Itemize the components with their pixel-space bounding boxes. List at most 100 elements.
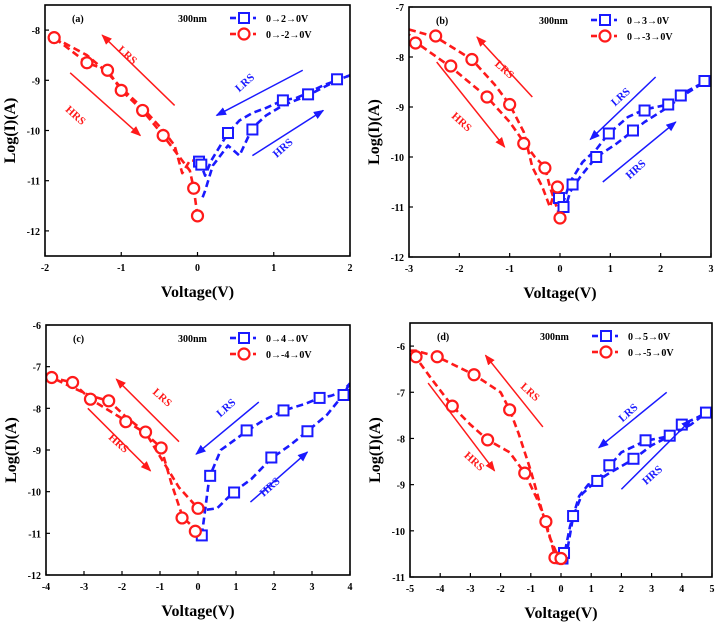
- legend-square-marker: [238, 12, 250, 24]
- direction-arrow-red: [427, 382, 496, 472]
- data-point-square: [302, 88, 315, 101]
- y-tick-label: -8: [396, 53, 404, 64]
- x-axis-label: Voltage(V): [161, 284, 234, 301]
- data-point-circle: [156, 128, 170, 143]
- series-line-blue: [562, 409, 712, 560]
- data-point-circle: [65, 375, 80, 390]
- data-point-circle: [554, 551, 568, 566]
- data-point-square: [331, 73, 344, 86]
- data-point-circle: [444, 59, 458, 73]
- data-point-circle: [187, 181, 201, 195]
- data-point-circle: [503, 97, 517, 112]
- data-point-circle: [102, 394, 116, 408]
- direction-arrow-blue: [620, 419, 692, 490]
- x-tick-label: 4: [679, 584, 684, 595]
- data-point-circle: [503, 403, 517, 417]
- data-point-circle: [119, 415, 133, 429]
- legend-square-marker: [599, 14, 611, 26]
- y-tick-label: -10: [391, 153, 404, 164]
- x-tick-label: 2: [348, 263, 353, 274]
- legend-circle-marker: [598, 29, 612, 43]
- data-point-square: [639, 434, 652, 447]
- legend-entry-blue: 0→5→0V: [592, 330, 671, 343]
- thickness-label: 300nm: [540, 332, 570, 343]
- annotation-hrs: HRS: [106, 432, 131, 456]
- direction-arrow-blue: [195, 401, 260, 455]
- direction-arrow-red: [87, 407, 152, 472]
- data-point-square: [602, 127, 615, 140]
- legend-label: 0→-5→0V: [628, 348, 674, 359]
- direction-arrow-blue: [215, 69, 304, 117]
- legend-square-marker: [238, 332, 250, 344]
- data-point-square: [265, 451, 278, 464]
- y-tick-label: -12: [391, 253, 404, 264]
- data-point-circle: [465, 52, 479, 67]
- x-tick-label: -4: [42, 582, 50, 593]
- direction-arrow-red: [69, 72, 142, 137]
- plot-frame: [409, 322, 713, 578]
- plot-area: [47, 31, 350, 223]
- x-tick-label: 1: [271, 263, 276, 274]
- plot-area: [46, 370, 350, 542]
- data-point-square: [626, 124, 639, 137]
- x-tick-label: 3: [709, 264, 714, 275]
- data-point-circle: [138, 425, 153, 439]
- x-tick-label: -2: [118, 582, 126, 593]
- y-tick-label: -12: [27, 227, 40, 238]
- x-tick-label: 3: [649, 584, 654, 595]
- direction-arrow-blue: [597, 391, 668, 449]
- data-point-square: [627, 452, 640, 465]
- direction-arrow-red: [101, 34, 176, 106]
- legend-entry-blue: 0→4→0V: [230, 332, 309, 345]
- annotation-lrs: LRS: [492, 58, 516, 81]
- data-point-square: [699, 406, 712, 419]
- data-point-square: [662, 98, 675, 111]
- thickness-label: 300nm: [539, 16, 569, 27]
- x-tick-label: -2: [496, 584, 504, 595]
- legend-entry-red: 0→-4→0V: [230, 347, 312, 361]
- direction-arrow-red: [484, 354, 544, 428]
- series-line-red: [53, 36, 199, 217]
- y-axis-label: Log(I)(A): [367, 417, 384, 483]
- series-line-red: [46, 373, 199, 533]
- panel-label: (d): [437, 332, 449, 343]
- legend-entry-blue: 0→3→0V: [591, 14, 670, 27]
- y-tick-label: -11: [391, 203, 404, 214]
- x-tick-label: 2: [658, 264, 663, 275]
- legend-circle-marker: [237, 27, 251, 41]
- data-point-circle: [46, 370, 59, 385]
- data-point-circle: [409, 36, 423, 50]
- annotation-hrs: HRS: [461, 450, 486, 474]
- data-point-circle: [83, 392, 98, 406]
- data-point-circle: [539, 514, 553, 529]
- data-point-circle: [518, 466, 532, 480]
- y-tick-label: -10: [27, 127, 40, 138]
- direction-arrow-red: [476, 36, 533, 98]
- x-tick-label: 2: [619, 584, 624, 595]
- data-point-square: [222, 127, 234, 140]
- data-point-circle: [517, 136, 531, 151]
- x-axis-label: Voltage(V): [524, 605, 597, 622]
- x-tick-label: 1: [234, 582, 239, 593]
- data-point-circle: [191, 501, 205, 515]
- x-tick-label: 1: [589, 584, 594, 595]
- data-point-circle: [154, 441, 168, 455]
- data-point-circle: [80, 56, 94, 70]
- data-point-circle: [100, 63, 115, 77]
- x-axis-label: Voltage(V): [161, 603, 234, 620]
- x-tick-label: 2: [272, 582, 277, 593]
- legend-label: 0→5→0V: [628, 332, 671, 343]
- series-line-blue: [200, 382, 350, 536]
- y-tick-label: -9: [32, 76, 40, 87]
- x-tick-label: 0: [558, 264, 563, 275]
- series-line-blue: [197, 74, 350, 177]
- legend-circle-marker: [599, 345, 613, 359]
- data-point-square: [603, 459, 616, 472]
- data-point-square: [246, 123, 259, 136]
- plot-area: [409, 28, 711, 225]
- y-tick-label: -10: [28, 488, 41, 499]
- data-point-circle: [136, 103, 150, 118]
